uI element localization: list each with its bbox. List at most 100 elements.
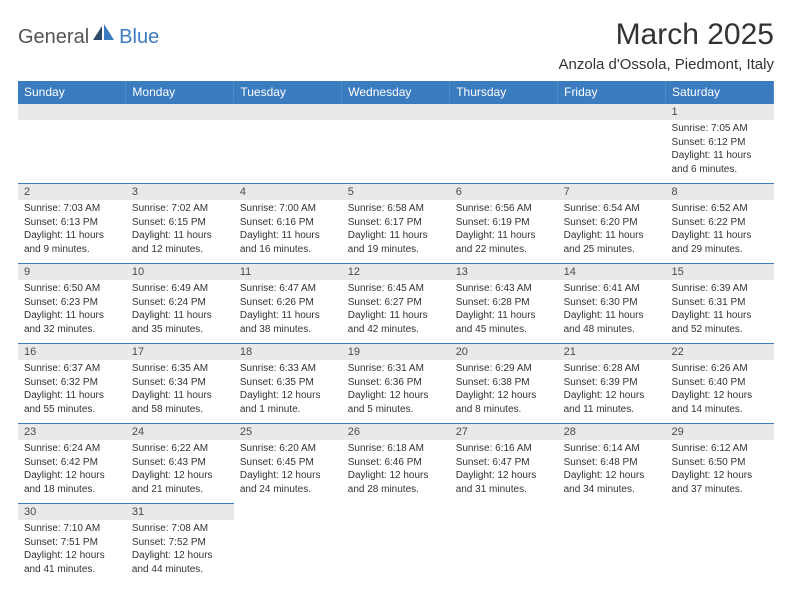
calendar-row: 1Sunrise: 7:05 AMSunset: 6:12 PMDaylight… (18, 103, 774, 183)
day-details: Sunrise: 6:52 AMSunset: 6:22 PMDaylight:… (666, 200, 774, 263)
day-details: Sunrise: 6:56 AMSunset: 6:19 PMDaylight:… (450, 200, 558, 263)
day-details: Sunrise: 6:29 AMSunset: 6:38 PMDaylight:… (450, 360, 558, 423)
day-number: 6 (450, 183, 558, 200)
calendar-table: SundayMondayTuesdayWednesdayThursdayFrid… (18, 81, 774, 583)
calendar-cell: 24Sunrise: 6:22 AMSunset: 6:43 PMDayligh… (126, 423, 234, 503)
day-number: 3 (126, 183, 234, 200)
calendar-cell: 30Sunrise: 7:10 AMSunset: 7:51 PMDayligh… (18, 503, 126, 583)
calendar-cell (666, 503, 774, 583)
calendar-row: 16Sunrise: 6:37 AMSunset: 6:32 PMDayligh… (18, 343, 774, 423)
calendar-cell: 23Sunrise: 6:24 AMSunset: 6:42 PMDayligh… (18, 423, 126, 503)
calendar-cell: 17Sunrise: 6:35 AMSunset: 6:34 PMDayligh… (126, 343, 234, 423)
calendar-row: 2Sunrise: 7:03 AMSunset: 6:13 PMDaylight… (18, 183, 774, 263)
calendar-cell: 29Sunrise: 6:12 AMSunset: 6:50 PMDayligh… (666, 423, 774, 503)
day-number: 16 (18, 343, 126, 360)
day-number: 27 (450, 423, 558, 440)
calendar-cell (450, 503, 558, 583)
day-number: 22 (666, 343, 774, 360)
day-details: Sunrise: 6:14 AMSunset: 6:48 PMDaylight:… (558, 440, 666, 503)
day-number: 2 (18, 183, 126, 200)
calendar-cell: 3Sunrise: 7:02 AMSunset: 6:15 PMDaylight… (126, 183, 234, 263)
day-details: Sunrise: 6:28 AMSunset: 6:39 PMDaylight:… (558, 360, 666, 423)
calendar-row: 30Sunrise: 7:10 AMSunset: 7:51 PMDayligh… (18, 503, 774, 583)
day-number: 9 (18, 263, 126, 280)
calendar-body: 1Sunrise: 7:05 AMSunset: 6:12 PMDaylight… (18, 103, 774, 583)
calendar-cell (234, 503, 342, 583)
day-number: 13 (450, 263, 558, 280)
weekday-header: Tuesday (234, 81, 342, 103)
day-details: Sunrise: 7:08 AMSunset: 7:52 PMDaylight:… (126, 520, 234, 583)
sail-icon (93, 24, 115, 47)
day-details: Sunrise: 6:37 AMSunset: 6:32 PMDaylight:… (18, 360, 126, 423)
day-details: Sunrise: 6:18 AMSunset: 6:46 PMDaylight:… (342, 440, 450, 503)
day-details: Sunrise: 6:22 AMSunset: 6:43 PMDaylight:… (126, 440, 234, 503)
day-number: 14 (558, 263, 666, 280)
day-details: Sunrise: 7:03 AMSunset: 6:13 PMDaylight:… (18, 200, 126, 263)
day-number: 24 (126, 423, 234, 440)
day-details: Sunrise: 6:31 AMSunset: 6:36 PMDaylight:… (342, 360, 450, 423)
day-number: 19 (342, 343, 450, 360)
calendar-cell: 11Sunrise: 6:47 AMSunset: 6:26 PMDayligh… (234, 263, 342, 343)
day-details: Sunrise: 6:12 AMSunset: 6:50 PMDaylight:… (666, 440, 774, 503)
calendar-cell: 21Sunrise: 6:28 AMSunset: 6:39 PMDayligh… (558, 343, 666, 423)
calendar-cell: 12Sunrise: 6:45 AMSunset: 6:27 PMDayligh… (342, 263, 450, 343)
day-details: Sunrise: 6:54 AMSunset: 6:20 PMDaylight:… (558, 200, 666, 263)
empty-day-header (18, 103, 126, 120)
day-details: Sunrise: 7:00 AMSunset: 6:16 PMDaylight:… (234, 200, 342, 263)
weekday-header-row: SundayMondayTuesdayWednesdayThursdayFrid… (18, 81, 774, 103)
day-number: 17 (126, 343, 234, 360)
day-number: 30 (18, 503, 126, 520)
month-title: March 2025 (559, 18, 774, 52)
day-number: 10 (126, 263, 234, 280)
calendar-cell: 2Sunrise: 7:03 AMSunset: 6:13 PMDaylight… (18, 183, 126, 263)
calendar-cell: 8Sunrise: 6:52 AMSunset: 6:22 PMDaylight… (666, 183, 774, 263)
logo-text-blue: Blue (119, 26, 159, 49)
day-details: Sunrise: 6:50 AMSunset: 6:23 PMDaylight:… (18, 280, 126, 343)
day-number: 4 (234, 183, 342, 200)
day-details: Sunrise: 7:05 AMSunset: 6:12 PMDaylight:… (666, 120, 774, 183)
day-number: 18 (234, 343, 342, 360)
logo-text-general: General (18, 26, 89, 49)
weekday-header: Saturday (666, 81, 774, 103)
calendar-cell (342, 103, 450, 183)
location-subtitle: Anzola d'Ossola, Piedmont, Italy (559, 56, 774, 73)
day-details: Sunrise: 6:58 AMSunset: 6:17 PMDaylight:… (342, 200, 450, 263)
calendar-cell (234, 103, 342, 183)
day-details: Sunrise: 6:24 AMSunset: 6:42 PMDaylight:… (18, 440, 126, 503)
calendar-cell (126, 103, 234, 183)
calendar-cell: 25Sunrise: 6:20 AMSunset: 6:45 PMDayligh… (234, 423, 342, 503)
day-number: 31 (126, 503, 234, 520)
calendar-cell: 27Sunrise: 6:16 AMSunset: 6:47 PMDayligh… (450, 423, 558, 503)
calendar-cell: 15Sunrise: 6:39 AMSunset: 6:31 PMDayligh… (666, 263, 774, 343)
weekday-header: Monday (126, 81, 234, 103)
day-details: Sunrise: 6:49 AMSunset: 6:24 PMDaylight:… (126, 280, 234, 343)
calendar-cell: 31Sunrise: 7:08 AMSunset: 7:52 PMDayligh… (126, 503, 234, 583)
calendar-cell (558, 103, 666, 183)
day-details: Sunrise: 6:26 AMSunset: 6:40 PMDaylight:… (666, 360, 774, 423)
empty-day-header (450, 103, 558, 120)
calendar-cell: 16Sunrise: 6:37 AMSunset: 6:32 PMDayligh… (18, 343, 126, 423)
day-details: Sunrise: 7:02 AMSunset: 6:15 PMDaylight:… (126, 200, 234, 263)
day-number: 12 (342, 263, 450, 280)
day-number: 20 (450, 343, 558, 360)
day-number: 11 (234, 263, 342, 280)
weekday-header: Friday (558, 81, 666, 103)
calendar-cell: 28Sunrise: 6:14 AMSunset: 6:48 PMDayligh… (558, 423, 666, 503)
calendar-cell: 13Sunrise: 6:43 AMSunset: 6:28 PMDayligh… (450, 263, 558, 343)
day-number: 1 (666, 103, 774, 120)
day-details: Sunrise: 6:43 AMSunset: 6:28 PMDaylight:… (450, 280, 558, 343)
day-number: 21 (558, 343, 666, 360)
calendar-cell: 9Sunrise: 6:50 AMSunset: 6:23 PMDaylight… (18, 263, 126, 343)
day-details: Sunrise: 6:20 AMSunset: 6:45 PMDaylight:… (234, 440, 342, 503)
empty-day-header (234, 103, 342, 120)
calendar-row: 9Sunrise: 6:50 AMSunset: 6:23 PMDaylight… (18, 263, 774, 343)
day-details: Sunrise: 6:45 AMSunset: 6:27 PMDaylight:… (342, 280, 450, 343)
day-number: 15 (666, 263, 774, 280)
day-details: Sunrise: 6:41 AMSunset: 6:30 PMDaylight:… (558, 280, 666, 343)
calendar-row: 23Sunrise: 6:24 AMSunset: 6:42 PMDayligh… (18, 423, 774, 503)
calendar-cell: 22Sunrise: 6:26 AMSunset: 6:40 PMDayligh… (666, 343, 774, 423)
day-details: Sunrise: 7:10 AMSunset: 7:51 PMDaylight:… (18, 520, 126, 583)
calendar-cell: 10Sunrise: 6:49 AMSunset: 6:24 PMDayligh… (126, 263, 234, 343)
day-number: 25 (234, 423, 342, 440)
calendar-cell (450, 103, 558, 183)
